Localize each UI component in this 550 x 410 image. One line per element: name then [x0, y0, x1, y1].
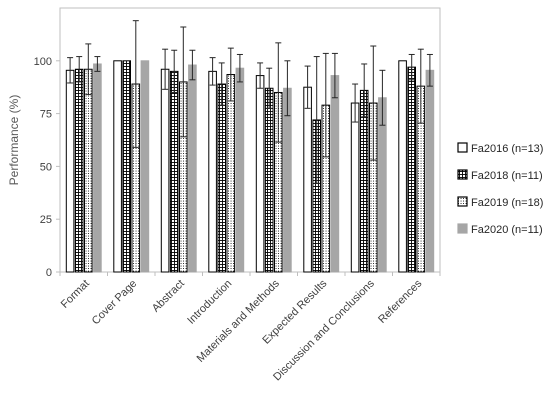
bar	[122, 60, 132, 273]
bar	[226, 74, 236, 273]
x-tick-label: References	[376, 277, 425, 326]
bar	[407, 66, 416, 273]
legend-label: Fa2016 (n=13)	[471, 143, 543, 155]
bar	[303, 86, 312, 273]
legend-label: Fa2019 (n=18)	[471, 197, 543, 209]
y-tick-label: 50	[40, 161, 52, 173]
legend: Fa2016 (n=13) Fa2018 (n=11) Fa2019 (n=18) F…	[457, 142, 543, 236]
bar	[74, 68, 84, 273]
bar	[188, 64, 197, 273]
bar	[169, 70, 179, 273]
bar	[264, 87, 274, 273]
y-axis-title: Performance (%)	[7, 95, 21, 186]
bar	[140, 60, 150, 273]
y-tick-label: 25	[40, 214, 52, 226]
legend-label: Fa2018 (n=11)	[471, 170, 543, 182]
legend-swatch	[457, 142, 468, 153]
bar	[398, 60, 407, 273]
bar	[217, 83, 226, 273]
bar	[255, 75, 265, 273]
x-tick-label: Introduction	[185, 278, 234, 327]
bar	[359, 89, 369, 273]
bar	[235, 67, 245, 273]
bar	[425, 69, 435, 273]
bar	[113, 60, 122, 273]
legend-swatch	[457, 196, 468, 207]
bar	[330, 75, 340, 273]
bar	[350, 102, 360, 273]
legend-swatch	[457, 223, 468, 234]
bar	[93, 63, 102, 273]
bar	[208, 70, 217, 273]
x-tick-label: Materials and Methods	[195, 277, 283, 365]
legend-label: Fa2020 (n=11)	[471, 224, 543, 236]
bar	[84, 68, 93, 273]
y-tick-label: 75	[40, 109, 52, 121]
x-tick-label: Discussion and Conclusions	[271, 277, 377, 383]
bar	[160, 68, 170, 273]
x-tick-label: Cover Page	[90, 278, 140, 328]
x-tick-label: Format	[59, 278, 92, 311]
y-tick-label: 100	[34, 56, 52, 68]
legend-swatch	[457, 169, 468, 180]
bar	[65, 69, 75, 273]
x-tick-label: Abstract	[150, 278, 187, 315]
y-tick-label: 0	[46, 267, 52, 279]
